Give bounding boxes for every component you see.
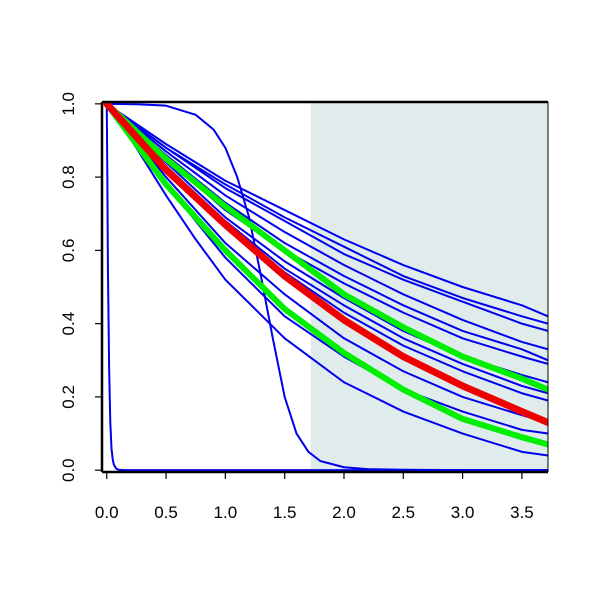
series-line-12: [105, 102, 548, 457]
series-line-2: [105, 102, 548, 325]
y-tick-label: 1.0: [59, 92, 78, 116]
series-line-4: [105, 102, 548, 351]
y-axis: 0.0 0.2 0.4 0.6 0.8 1.0: [59, 92, 102, 482]
series-line-3: [105, 102, 548, 332]
series-line-14: [105, 102, 548, 472]
x-tick-label: 3.0: [451, 503, 475, 522]
x-tick-label: 2.5: [391, 503, 415, 522]
axes-layer: [100, 100, 549, 474]
series-line-1: [105, 102, 548, 318]
x-tick-label: 3.5: [510, 503, 534, 522]
y-tick-label: 0.6: [59, 239, 78, 263]
x-tick-label: 0.5: [154, 503, 178, 522]
shaded-region: [310, 102, 548, 472]
y-tick-label: 0.8: [59, 165, 78, 189]
series-line-15: [103, 102, 548, 393]
series-layer: [103, 102, 548, 472]
x-tick-label: 0.0: [95, 503, 119, 522]
y-tick-label: 0.2: [59, 385, 78, 409]
y-tick-label: 0.0: [59, 458, 78, 482]
series-line-10: [105, 102, 548, 424]
series-line-17: [103, 102, 548, 427]
x-tick-label: 1.5: [273, 503, 297, 522]
x-tick-label: 2.0: [332, 503, 356, 522]
x-axis: 0.0 0.5 1.0 1.5 2.0 2.5 3.0 3.5: [95, 472, 534, 522]
y-tick-label: 0.4: [59, 312, 78, 336]
series-line-13: [105, 102, 548, 472]
series-line-16: [103, 102, 548, 448]
x-tick-label: 1.0: [214, 503, 238, 522]
